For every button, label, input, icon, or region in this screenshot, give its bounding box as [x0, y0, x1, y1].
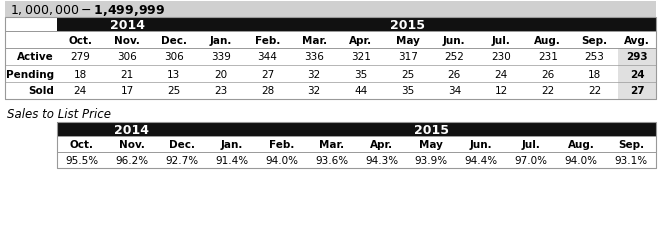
Text: 94.0%: 94.0%	[265, 155, 298, 165]
Text: 2014: 2014	[114, 123, 149, 136]
Text: Sep.: Sep.	[618, 139, 644, 149]
Text: 92.7%: 92.7%	[165, 155, 198, 165]
Text: 26: 26	[541, 69, 555, 79]
Text: Mar.: Mar.	[301, 35, 327, 45]
Text: Jan.: Jan.	[221, 139, 243, 149]
Text: 25: 25	[401, 69, 414, 79]
Bar	[5, 83, 618, 100]
Text: 21: 21	[120, 69, 134, 79]
Text: 27: 27	[260, 69, 274, 79]
Text: 22: 22	[588, 86, 602, 96]
Text: 35: 35	[401, 86, 414, 96]
Text: 24: 24	[630, 69, 644, 79]
Bar	[618, 49, 656, 66]
Text: 18: 18	[588, 69, 602, 79]
Bar	[618, 83, 656, 100]
Text: 91.4%: 91.4%	[215, 155, 249, 165]
Text: 279: 279	[71, 52, 91, 62]
Bar	[57, 136, 656, 152]
Text: Aug.: Aug.	[568, 139, 594, 149]
Text: 2015: 2015	[414, 123, 449, 136]
Text: 32: 32	[307, 86, 321, 96]
Text: 18: 18	[74, 69, 87, 79]
Text: 93.6%: 93.6%	[315, 155, 348, 165]
Text: Jul.: Jul.	[522, 139, 541, 149]
Text: Jan.: Jan.	[210, 35, 232, 45]
Bar	[5, 18, 656, 100]
Text: 28: 28	[260, 86, 274, 96]
Bar	[57, 122, 656, 136]
Text: 24: 24	[74, 86, 87, 96]
Text: Jul.: Jul.	[492, 35, 510, 45]
Text: 34: 34	[447, 86, 461, 96]
Bar	[5, 49, 618, 66]
Text: 94.3%: 94.3%	[365, 155, 398, 165]
Text: 93.9%: 93.9%	[415, 155, 448, 165]
Text: 321: 321	[351, 52, 371, 62]
Text: 35: 35	[354, 69, 368, 79]
Text: 12: 12	[494, 86, 508, 96]
Text: Aug.: Aug.	[535, 35, 561, 45]
Text: Sep.: Sep.	[582, 35, 607, 45]
Text: 23: 23	[214, 86, 227, 96]
Text: 344: 344	[257, 52, 278, 62]
Text: Nov.: Nov.	[119, 139, 145, 149]
Text: Nov.: Nov.	[114, 35, 140, 45]
Text: 94.0%: 94.0%	[564, 155, 598, 165]
Text: 17: 17	[120, 86, 134, 96]
Text: 230: 230	[491, 52, 511, 62]
Text: 94.4%: 94.4%	[465, 155, 498, 165]
Text: Jun.: Jun.	[443, 35, 466, 45]
Text: Apr.: Apr.	[349, 35, 372, 45]
Text: 2015: 2015	[390, 18, 425, 31]
Text: 252: 252	[444, 52, 464, 62]
Text: 27: 27	[630, 86, 644, 96]
Text: Mar.: Mar.	[319, 139, 344, 149]
Bar	[57, 122, 656, 168]
Bar	[618, 66, 656, 83]
Text: 306: 306	[117, 52, 137, 62]
Text: Feb.: Feb.	[254, 35, 280, 45]
Text: 13: 13	[167, 69, 180, 79]
Text: 96.2%: 96.2%	[115, 155, 149, 165]
Bar	[5, 66, 618, 83]
Text: Oct.: Oct.	[70, 139, 94, 149]
Text: 95.5%: 95.5%	[65, 155, 98, 165]
Bar	[5, 2, 656, 18]
Bar	[5, 32, 656, 49]
Text: Apr.: Apr.	[370, 139, 393, 149]
Text: Sales to List Price: Sales to List Price	[7, 108, 111, 121]
Text: 22: 22	[541, 86, 555, 96]
Text: 32: 32	[307, 69, 321, 79]
Text: Pending: Pending	[6, 69, 54, 79]
Text: 293: 293	[626, 52, 648, 62]
Text: May: May	[420, 139, 444, 149]
Text: 306: 306	[164, 52, 184, 62]
Text: 20: 20	[214, 69, 227, 79]
Text: 24: 24	[494, 69, 508, 79]
Text: 317: 317	[398, 52, 418, 62]
Text: Sold: Sold	[28, 86, 54, 96]
Text: Dec.: Dec.	[161, 35, 187, 45]
Text: 339: 339	[211, 52, 231, 62]
Text: Jun.: Jun.	[470, 139, 492, 149]
Text: Oct.: Oct.	[68, 35, 93, 45]
Bar	[57, 152, 656, 168]
Text: 26: 26	[447, 69, 461, 79]
Text: Dec.: Dec.	[169, 139, 195, 149]
Text: 2014: 2014	[110, 18, 145, 31]
Text: 44: 44	[354, 86, 368, 96]
Text: 231: 231	[538, 52, 558, 62]
Text: May: May	[396, 35, 420, 45]
Text: Feb.: Feb.	[269, 139, 294, 149]
Text: Active: Active	[17, 52, 54, 62]
Text: 97.0%: 97.0%	[515, 155, 548, 165]
Text: 253: 253	[585, 52, 605, 62]
Text: 336: 336	[304, 52, 324, 62]
Bar	[57, 18, 656, 32]
Text: Avg.: Avg.	[624, 35, 650, 45]
Text: $1,000,000 - $1,499,999: $1,000,000 - $1,499,999	[10, 2, 165, 17]
Text: 93.1%: 93.1%	[615, 155, 648, 165]
Text: 25: 25	[167, 86, 180, 96]
